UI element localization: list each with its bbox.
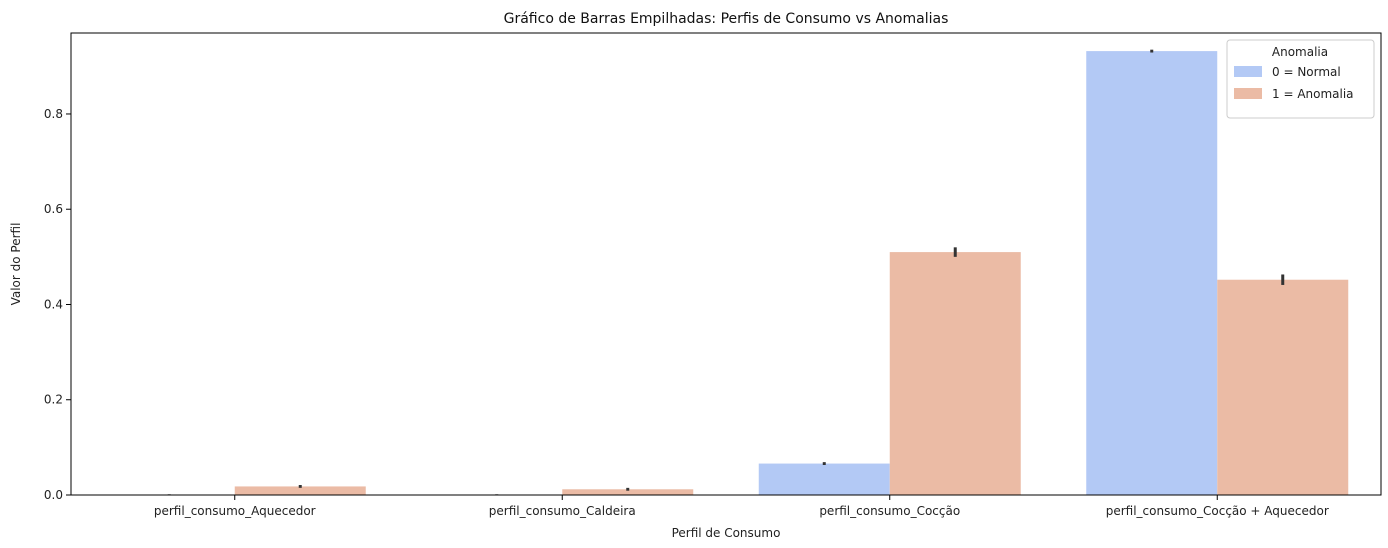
plot-frame — [70, 32, 1382, 496]
bar-anomalia-0 — [234, 486, 366, 495]
bar-anomalia-2 — [889, 252, 1021, 495]
x-tick-label-3: perfil_consumo_Cocção + Aquecedor — [1106, 504, 1329, 518]
y-tick-label-0: 0.0 — [44, 488, 63, 502]
x-tick-label-1: perfil_consumo_Caldeira — [489, 504, 636, 518]
y-tick-label-2: 0.4 — [44, 297, 63, 311]
legend-swatch-normal — [1234, 66, 1262, 77]
bar-normal-2 — [758, 463, 890, 495]
bars-group — [103, 49, 1349, 495]
chart-title: Gráfico de Barras Empilhadas: Perfis de … — [504, 11, 949, 27]
x-axis: perfil_consumo_Aquecedor perfil_consumo_C… — [154, 495, 1329, 518]
bar-anomalia-1 — [562, 489, 694, 495]
legend-title: Anomalia — [1272, 45, 1328, 59]
legend-swatch-anomalia — [1234, 88, 1262, 99]
legend: Anomalia 0 = Normal 1 = Anomalia — [1226, 39, 1375, 119]
y-tick-label-3: 0.6 — [44, 202, 63, 216]
x-tick-label-0: perfil_consumo_Aquecedor — [154, 504, 316, 518]
bar-anomalia-3 — [1217, 279, 1349, 495]
bar-normal-3 — [1086, 51, 1218, 495]
x-tick-label-2: perfil_consumo_Cocção — [819, 504, 960, 518]
x-axis-label: Perfil de Consumo — [672, 526, 781, 540]
y-tick-label-1: 0.2 — [44, 393, 63, 407]
y-axis-label: Valor do Perfil — [9, 223, 23, 306]
legend-label-anomalia: 1 = Anomalia — [1272, 87, 1354, 101]
legend-box — [1226, 39, 1375, 119]
y-tick-label-4: 0.8 — [44, 107, 63, 121]
legend-label-normal: 0 = Normal — [1272, 65, 1341, 79]
y-axis: 0.0 0.2 0.4 0.6 0.8 — [44, 107, 71, 502]
